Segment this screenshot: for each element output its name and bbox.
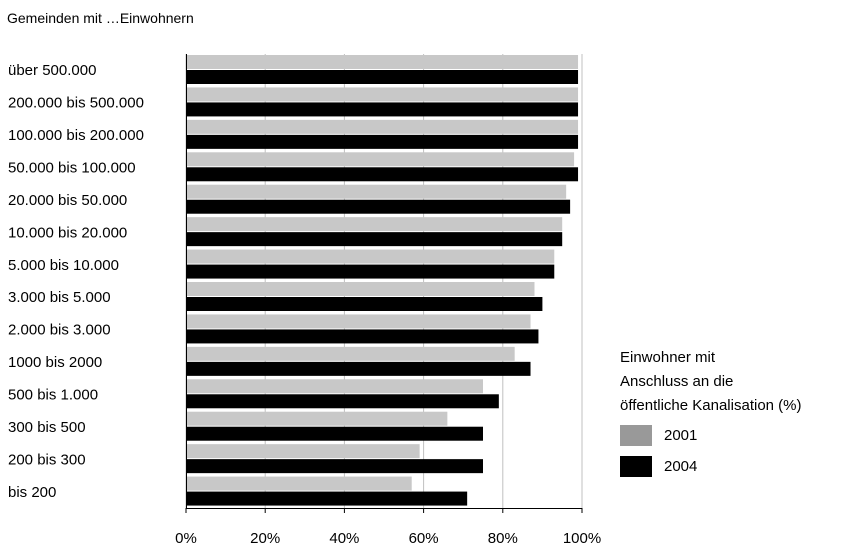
category-label: 50.000 bis 100.000	[8, 160, 136, 177]
bar-2004	[186, 297, 543, 311]
category-label: über 500.000	[8, 62, 96, 79]
x-tick-label: 100%	[563, 530, 601, 547]
bar-2001	[186, 379, 483, 394]
x-tick-label: 0%	[175, 530, 197, 547]
x-tick-label: 20%	[250, 530, 280, 547]
category-label: 1000 bis 2000	[8, 354, 102, 371]
bar-2001	[186, 282, 535, 296]
bar-2001	[186, 444, 420, 459]
bar-2004	[186, 232, 563, 247]
bar-2001	[186, 411, 448, 426]
category-label: 2.000 bis 3.000	[8, 322, 111, 339]
bar-2004	[186, 264, 555, 279]
bar-2001	[186, 119, 579, 134]
bar-2001	[186, 55, 579, 69]
legend-title-line: Anschluss an die	[620, 373, 734, 390]
bar-2004	[186, 394, 499, 409]
bar-2001	[186, 314, 531, 329]
category-label: 200 bis 300	[8, 451, 86, 468]
category-label: 300 bis 500	[8, 419, 86, 436]
legend-label-2001: 2001	[664, 426, 698, 444]
bar-2004	[186, 459, 483, 474]
category-label: 3.000 bis 5.000	[8, 289, 111, 306]
legend-title-line: Einwohner mit	[620, 349, 716, 366]
bar-2004	[186, 70, 579, 84]
bar-2001	[186, 249, 555, 264]
legend-item-2001: 2001	[620, 423, 697, 447]
bar-2001	[186, 476, 412, 491]
x-tick-label: 60%	[409, 530, 439, 547]
legend-label-2004: 2004	[664, 457, 698, 475]
category-label: bis 200	[8, 484, 56, 501]
bar-2001	[186, 217, 563, 232]
category-label: 20.000 bis 50.000	[8, 192, 127, 209]
category-label: 100.000 bis 200.000	[8, 127, 144, 144]
bar-2001	[186, 184, 567, 199]
category-label: 200.000 bis 500.000	[8, 95, 144, 112]
legend-title: Einwohner mit Anschluss an die öffentlic…	[620, 346, 802, 418]
x-tick-label: 80%	[488, 530, 518, 547]
bar-2004	[186, 199, 571, 214]
category-label: 5.000 bis 10.000	[8, 257, 119, 274]
chart-title: Gemeinden mit …Einwohnern	[7, 10, 194, 26]
legend-item-2004: 2004	[620, 454, 697, 478]
bar-2004	[186, 426, 483, 441]
bar-2004	[186, 102, 579, 117]
legend-title-line: öffentliche Kanalisation (%)	[620, 397, 802, 414]
bar-2004	[186, 167, 579, 182]
legend-swatch-2001	[620, 424, 652, 446]
category-label: 10.000 bis 20.000	[8, 224, 127, 241]
bar-2001	[186, 87, 579, 102]
legend-swatch-2004	[620, 455, 652, 477]
bar-2004	[186, 361, 531, 376]
bar-2004	[186, 329, 539, 344]
bar-2001	[186, 346, 515, 361]
category-label: 500 bis 1.000	[8, 387, 98, 404]
bar-2001	[186, 152, 575, 167]
bar-2004	[186, 491, 468, 506]
x-tick-label: 40%	[329, 530, 359, 547]
bar-2004	[186, 134, 579, 149]
